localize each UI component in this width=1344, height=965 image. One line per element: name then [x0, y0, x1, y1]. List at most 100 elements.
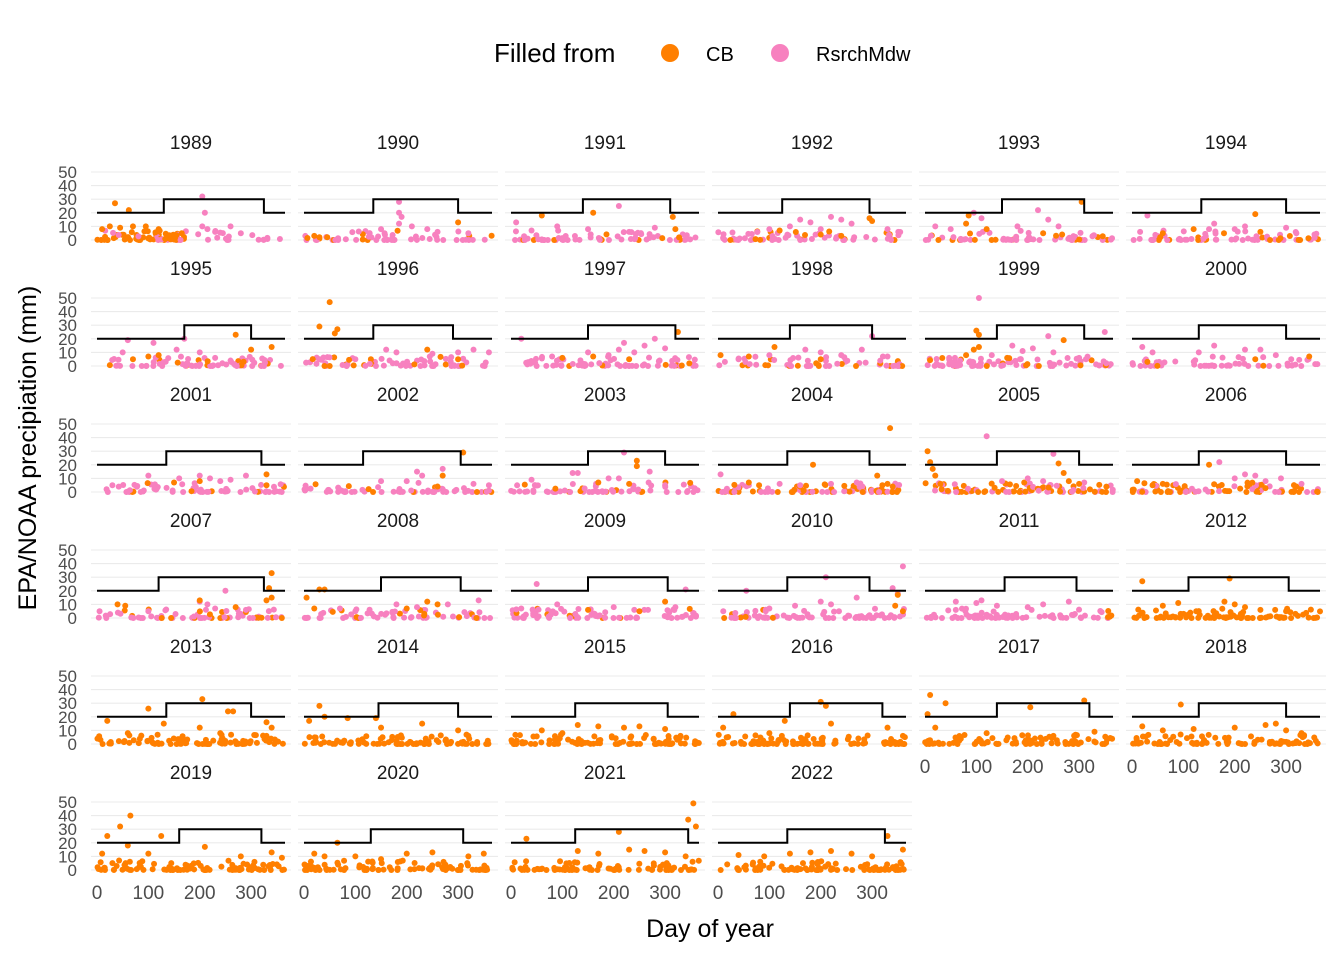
point-cb — [428, 733, 435, 740]
point-rsrchmdw — [743, 609, 750, 616]
point-cb — [721, 614, 728, 621]
point-rsrchmdw — [691, 356, 698, 363]
point-cb — [890, 865, 897, 872]
point-cb — [268, 849, 275, 856]
threshold-step-line — [304, 702, 492, 718]
point-rsrchmdw — [1072, 362, 1079, 369]
point-cb — [724, 861, 731, 868]
point-cb — [1132, 740, 1139, 747]
point-cb — [321, 362, 328, 369]
point-cb — [1086, 486, 1093, 493]
point-rsrchmdw — [429, 350, 436, 357]
point-cb — [1212, 734, 1219, 741]
point-cb — [1227, 613, 1234, 620]
point-cb — [1293, 483, 1300, 490]
point-cb — [626, 480, 633, 487]
point-rsrchmdw — [340, 488, 347, 495]
point-cb — [888, 736, 895, 743]
point-cb — [1239, 740, 1246, 747]
point-rsrchmdw — [440, 613, 447, 620]
point-rsrchmdw — [661, 613, 668, 620]
point-cb — [1075, 487, 1082, 494]
point-rsrchmdw — [1077, 229, 1084, 236]
point-cb — [1291, 740, 1298, 747]
point-rsrchmdw — [440, 236, 447, 243]
point-rsrchmdw — [687, 236, 694, 243]
point-rsrchmdw — [372, 362, 379, 369]
point-rsrchmdw — [352, 608, 359, 615]
point-cb — [1221, 598, 1228, 605]
point-cb — [151, 740, 158, 747]
x-tick-label: 300 — [1063, 757, 1095, 778]
point-cb — [1296, 740, 1303, 747]
point-cb — [657, 866, 664, 873]
point-rsrchmdw — [806, 614, 813, 621]
point-rsrchmdw — [655, 358, 662, 365]
point-rsrchmdw — [1065, 235, 1072, 242]
point-cb — [1272, 606, 1279, 613]
point-cb — [538, 739, 545, 746]
point-rsrchmdw — [1070, 233, 1077, 240]
point-rsrchmdw — [588, 361, 595, 368]
point-cb — [1306, 353, 1313, 360]
point-rsrchmdw — [596, 360, 603, 367]
point-cb — [161, 866, 168, 873]
point-rsrchmdw — [148, 613, 155, 620]
point-cb — [104, 717, 111, 724]
point-cb — [626, 740, 633, 747]
point-cb — [995, 488, 1002, 495]
point-rsrchmdw — [965, 485, 972, 492]
point-cb — [399, 857, 406, 864]
point-cb — [116, 857, 123, 864]
point-rsrchmdw — [758, 488, 765, 495]
point-cb — [735, 852, 742, 859]
point-rsrchmdw — [223, 485, 230, 492]
point-rsrchmdw — [258, 481, 265, 488]
point-rsrchmdw — [1000, 362, 1007, 369]
point-rsrchmdw — [242, 472, 249, 479]
point-rsrchmdw — [871, 236, 878, 243]
point-cb — [1258, 736, 1265, 743]
point-cb — [717, 739, 724, 746]
point-cb — [369, 859, 376, 866]
point-cb — [1201, 736, 1208, 743]
y-tick-label: 40 — [58, 303, 77, 322]
point-rsrchmdw — [1107, 361, 1114, 368]
facet-strip-label: 2020 — [377, 763, 419, 784]
point-cb — [961, 731, 968, 738]
point-cb — [614, 862, 621, 869]
point-rsrchmdw — [442, 355, 449, 362]
point-rsrchmdw — [828, 480, 835, 487]
point-rsrchmdw — [928, 613, 935, 620]
point-cb — [983, 362, 990, 369]
point-rsrchmdw — [1311, 234, 1318, 241]
point-rsrchmdw — [1045, 216, 1052, 223]
point-rsrchmdw — [1180, 228, 1187, 235]
point-cb — [1048, 740, 1055, 747]
point-rsrchmdw — [1035, 207, 1042, 214]
point-cb — [620, 738, 627, 745]
point-rsrchmdw — [1137, 362, 1144, 369]
point-cb — [551, 733, 558, 740]
point-cb — [485, 740, 492, 747]
point-rsrchmdw — [817, 226, 824, 233]
x-tick-label: 0 — [920, 757, 931, 778]
point-cb — [1035, 363, 1042, 369]
point-cb — [765, 362, 772, 369]
point-rsrchmdw — [605, 352, 612, 359]
point-rsrchmdw — [838, 352, 845, 359]
facet-panel-1997: 1997 — [505, 259, 705, 369]
point-cb — [260, 732, 267, 739]
point-cb — [434, 601, 441, 608]
point-rsrchmdw — [1195, 488, 1202, 495]
point-cb — [1013, 483, 1020, 490]
point-cb — [626, 356, 633, 363]
point-cb — [826, 228, 833, 235]
point-cb — [331, 354, 338, 361]
point-rsrchmdw — [938, 614, 945, 621]
point-cb — [396, 610, 403, 617]
point-cb — [662, 726, 669, 733]
point-cb — [770, 740, 777, 747]
point-rsrchmdw — [364, 610, 371, 617]
point-rsrchmdw — [532, 359, 539, 366]
